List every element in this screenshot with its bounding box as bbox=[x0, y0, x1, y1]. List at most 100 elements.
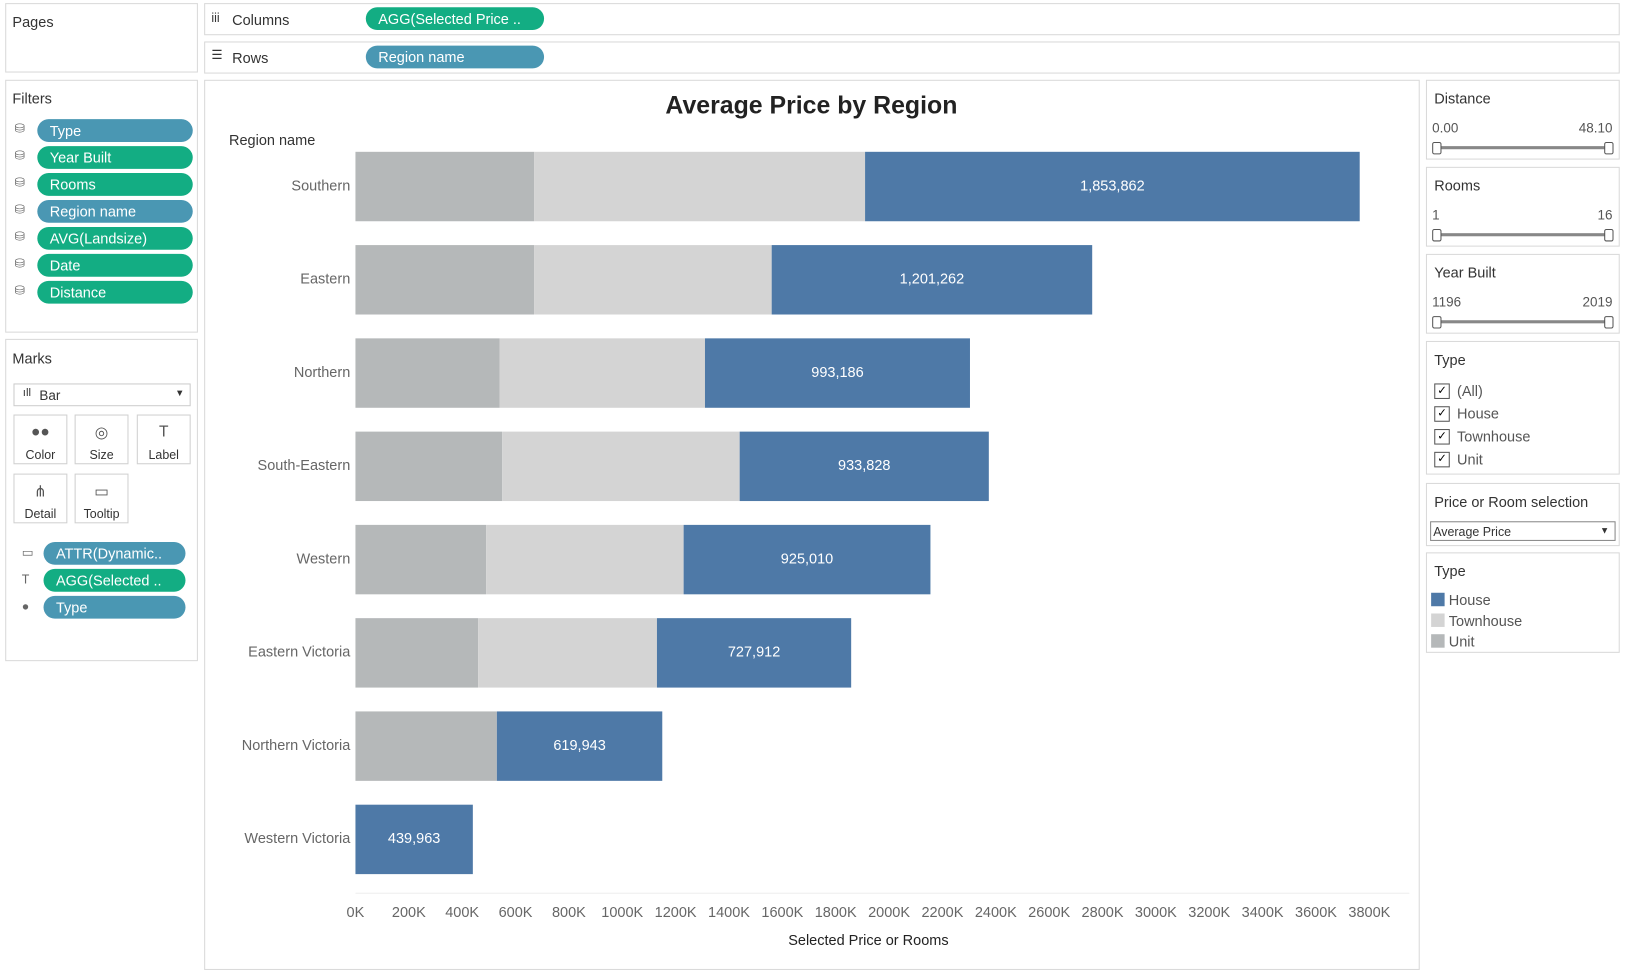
button-icon: T bbox=[158, 422, 169, 441]
slider-knob[interactable] bbox=[1604, 141, 1614, 155]
slider-title: Rooms bbox=[1434, 177, 1481, 194]
slider-knob[interactable] bbox=[1604, 229, 1614, 242]
marks-title: Marks bbox=[12, 350, 52, 367]
value-label: 1,853,862 bbox=[1080, 178, 1145, 194]
bar-segment bbox=[355, 618, 479, 688]
mark-pill[interactable]: ATTR(Dynamic.. bbox=[43, 541, 186, 565]
category-label: Western Victoria bbox=[244, 831, 351, 847]
bar-segment bbox=[496, 711, 663, 781]
legend-swatch bbox=[1431, 613, 1445, 627]
mark-button[interactable]: ⋔ Detail bbox=[13, 473, 68, 524]
category-label: South-Eastern bbox=[258, 458, 351, 474]
mark-button[interactable]: ◎ Size bbox=[74, 414, 129, 465]
checkbox[interactable]: ✓ bbox=[1434, 429, 1450, 445]
filter-icon: ⛁ bbox=[14, 175, 25, 190]
x-axis-title: Selected Price or Rooms bbox=[788, 933, 948, 949]
filter-pill[interactable]: Year Built bbox=[37, 146, 193, 169]
columns-shelf: iii Columns AGG(Selected Price .. bbox=[204, 3, 1620, 36]
pill-icon: ● bbox=[21, 598, 30, 614]
mark-type-dropdown[interactable]: Bar ıll ▼ bbox=[13, 383, 191, 407]
x-tick-label: 1200K bbox=[655, 905, 697, 921]
button-label: Size bbox=[89, 447, 114, 463]
bar-segment bbox=[355, 338, 500, 408]
slider-knob[interactable] bbox=[1604, 316, 1614, 329]
slider-card: Rooms 1 16 bbox=[1425, 166, 1620, 247]
filter-icon: ⛁ bbox=[14, 148, 25, 163]
pill-icon: ▭ bbox=[21, 545, 34, 560]
button-icon: ▭ bbox=[94, 482, 109, 501]
marks-card: Marks Bar ıll ▼ ●● Color ◎ Size T Label ⋔ Detai… bbox=[5, 338, 198, 662]
category-label: Northern bbox=[294, 365, 350, 381]
button-label: Label bbox=[148, 447, 179, 463]
slider-track bbox=[1436, 146, 1610, 150]
dropdown-arrow: ▼ bbox=[175, 387, 185, 398]
value-label: 993,186 bbox=[811, 365, 863, 381]
filters-title: Filters bbox=[12, 90, 52, 107]
mark-button[interactable]: ●● Color bbox=[13, 414, 68, 465]
x-tick-label: 3600K bbox=[1295, 905, 1337, 921]
slider-card: Distance 0.00 48.10 bbox=[1425, 79, 1620, 160]
legend-title: Type bbox=[1434, 562, 1466, 580]
rows-label: Rows bbox=[232, 49, 269, 67]
filter-pill[interactable]: Date bbox=[37, 253, 193, 277]
bar-segment bbox=[486, 524, 684, 595]
mark-button[interactable]: T Label bbox=[136, 414, 191, 465]
checkbox-label: Townhouse bbox=[1457, 427, 1531, 445]
bar-segment bbox=[704, 338, 970, 408]
value-label: 925,010 bbox=[781, 551, 833, 567]
chart: Average Price by Region Region name Sele… bbox=[229, 91, 1410, 949]
slider-title: Year Built bbox=[1434, 264, 1496, 281]
filter-pill[interactable]: Rooms bbox=[37, 173, 193, 196]
legend-label[interactable]: Unit bbox=[1448, 633, 1475, 650]
slider-knob[interactable] bbox=[1432, 229, 1442, 242]
bar-segment bbox=[355, 245, 535, 315]
checkbox-label: (All) bbox=[1457, 382, 1483, 399]
value-label: 1,201,262 bbox=[900, 272, 965, 288]
bar-segment bbox=[771, 245, 1093, 315]
bar-segment bbox=[355, 711, 497, 781]
filter-pill[interactable]: Distance bbox=[37, 280, 193, 304]
filters-card: Filters ⛁ Type ⛁ Year Built ⛁ Rooms ⛁ Region na… bbox=[5, 79, 198, 333]
checkbox-label: House bbox=[1457, 405, 1499, 422]
bar-segment bbox=[865, 151, 1360, 222]
checkbox[interactable]: ✓ bbox=[1434, 406, 1450, 422]
slider-max: 16 bbox=[1597, 207, 1613, 223]
columns-pill[interactable]: AGG(Selected Price .. bbox=[365, 7, 545, 31]
x-tick-label: 800K bbox=[552, 905, 586, 921]
button-icon: ◎ bbox=[94, 423, 109, 442]
slider-min: 1196 bbox=[1432, 294, 1462, 310]
selection-value: Average Price bbox=[1433, 524, 1512, 539]
pages-card: Pages bbox=[5, 3, 198, 73]
slider-title: Distance bbox=[1434, 90, 1491, 107]
bar-segment bbox=[355, 151, 535, 222]
mark-pill[interactable]: Type bbox=[43, 595, 186, 619]
rows-shelf: ☰ Rows Region name bbox=[204, 41, 1620, 74]
checkbox[interactable]: ✓ bbox=[1434, 451, 1450, 468]
selection-dropdown[interactable]: Average Price ▼ bbox=[1430, 521, 1616, 541]
x-tick-label: 2200K bbox=[921, 905, 963, 921]
slider-max: 2019 bbox=[1582, 294, 1613, 310]
x-tick-label: 3000K bbox=[1135, 905, 1177, 921]
filter-pill[interactable]: AVG(Landsize) bbox=[37, 226, 193, 250]
value-label: 439,963 bbox=[388, 831, 440, 847]
button-label: Tooltip bbox=[83, 506, 120, 522]
slider-knob[interactable] bbox=[1432, 316, 1442, 329]
shelf-icon: ☰ bbox=[211, 47, 223, 63]
value-label: 933,828 bbox=[838, 458, 890, 474]
mark-button[interactable]: ▭ Tooltip bbox=[74, 473, 129, 524]
mark-pill[interactable]: AGG(Selected .. bbox=[43, 568, 186, 592]
bar-segment bbox=[502, 431, 740, 502]
filter-pill[interactable]: Region name bbox=[37, 200, 193, 223]
rows-pill[interactable]: Region name bbox=[365, 45, 545, 69]
legend-label[interactable]: House bbox=[1448, 591, 1491, 609]
legend-swatch bbox=[1431, 634, 1445, 648]
checkbox[interactable]: ✓ bbox=[1434, 383, 1450, 399]
filter-icon: ⛁ bbox=[14, 121, 25, 136]
x-tick-label: 2800K bbox=[1082, 905, 1124, 921]
x-tick-label: 3800K bbox=[1348, 905, 1390, 921]
legend-label[interactable]: Townhouse bbox=[1448, 612, 1523, 630]
slider-knob[interactable] bbox=[1432, 141, 1442, 155]
checkbox-label: Unit bbox=[1457, 450, 1483, 468]
filter-pill[interactable]: Type bbox=[37, 119, 193, 142]
